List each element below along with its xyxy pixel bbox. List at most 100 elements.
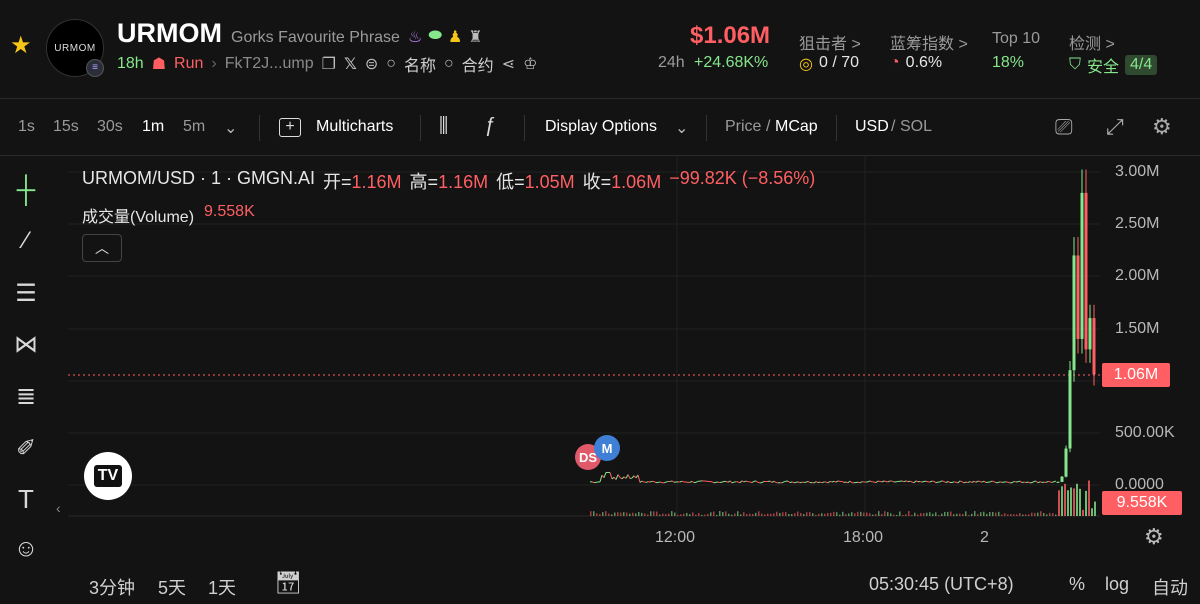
share-icon[interactable]: ⋖ [501,56,516,73]
volume-bar [1004,513,1006,516]
emoji-icon[interactable]: ☺ [13,535,39,562]
volume-bar [866,512,868,516]
snipers-label[interactable]: 狙击者 > [799,36,861,53]
volume-bar [746,514,748,516]
volume-bar [920,513,922,516]
settings-icon[interactable]: ⚙ [1152,114,1172,139]
brush-icon[interactable]: ✐ [15,434,37,462]
fib-lines-icon[interactable]: ☰ [15,279,37,307]
volume-bar [605,511,607,516]
clock-time[interactable]: 05:30:45 (UTC+8) [869,574,1014,594]
price-candle [941,480,945,483]
volume-bar [755,512,757,516]
axis-settings-icon[interactable]: ⚙ [1144,524,1164,549]
high-value: 1.16M [438,172,489,192]
price-candle [1017,480,1021,483]
volume-bar [599,514,601,516]
price-candle [977,480,981,483]
copy-icon[interactable]: ❐ [321,56,336,73]
interval-5m[interactable]: 5m [183,118,206,135]
m-marker[interactable]: M [594,435,620,461]
volume-bar [1025,514,1027,516]
percent-toggle[interactable]: % [1069,574,1086,594]
chips-label[interactable]: 蓝筹指数 > [890,36,968,53]
range-1d[interactable]: 1天 [208,578,237,598]
display-options-chevron-icon[interactable]: ⌄ [675,120,689,137]
projection-icon[interactable]: ≣ [15,382,37,410]
log-toggle[interactable]: log [1105,574,1130,594]
x-twitter-icon[interactable]: 𝕏 [343,56,357,73]
price-candle [681,480,685,483]
volume-bar [1079,488,1081,516]
interval-1s[interactable]: 1s [18,118,35,135]
volume-bar [683,513,685,516]
price-candle [641,480,645,483]
fullscreen-icon[interactable]: ⤢ [1106,114,1124,139]
display-options-button[interactable]: Display Options [545,118,658,135]
range-3min[interactable]: 3分钟 [89,578,136,598]
price-candle [741,480,745,483]
price-candle [827,480,831,484]
mcap-toggle[interactable]: MCap [775,118,818,135]
price-candle [1039,481,1043,483]
price-candle [807,480,811,484]
interval-30s[interactable]: 30s [97,118,123,135]
price-chart[interactable] [0,155,1100,518]
volume-bar [752,513,754,516]
camera-icon[interactable]: ⎚ [1055,114,1073,139]
collapse-legend-button[interactable]: ︿ [82,234,122,262]
price-candle [901,480,905,483]
token-address[interactable]: FkT2J...ump [224,55,314,72]
last-price-tag: 1.06M [1102,363,1170,387]
website-icon[interactable]: ⊜ [364,56,379,73]
multicharts-button[interactable]: Multicharts [316,118,394,135]
favorite-star-icon[interactable]: ★ [10,32,32,59]
volume-bar [731,514,733,516]
price-candle [881,480,885,483]
interval-15s[interactable]: 15s [53,118,79,135]
detect-label[interactable]: 检测 > [1069,36,1115,53]
low-value: 1.05M [524,172,575,192]
auto-toggle[interactable]: 自动 [1152,578,1188,598]
candlestick-icon[interactable]: ⫼ [439,115,449,137]
crosshair-icon[interactable]: ┼ [16,173,36,204]
volume-bar [875,514,877,516]
crown-icon[interactable]: ♔ [523,56,538,73]
volume-bar [845,514,847,516]
volume-bar [863,512,865,516]
sol-toggle[interactable]: SOL [900,118,933,135]
price-candle [951,481,955,483]
price-candle [799,481,803,484]
change-value: +24.68K% [694,54,769,71]
price-candle [1037,481,1041,484]
price-toggle[interactable]: Price [725,118,762,135]
price-candle-body [1080,192,1084,339]
price-candle [869,480,873,483]
range-5d[interactable]: 5天 [158,578,187,598]
indicators-icon[interactable]: ƒ [484,114,496,136]
volume-bar [779,512,781,516]
price-candle-body [1092,318,1096,375]
price-candle [847,480,851,484]
search-contract-label[interactable]: 合约 [461,58,494,75]
usd-toggle[interactable]: USD [855,118,889,135]
collapse-tools-icon[interactable]: ‹ [56,500,61,516]
search-name-label[interactable]: 名称 [403,58,436,75]
pattern-icon[interactable]: ⋈ [14,330,38,358]
price-candle [903,480,907,483]
volume-bar [1046,514,1048,516]
volume-bar [635,513,637,516]
calendar-icon[interactable]: 📅︎ [274,570,302,595]
interval-dropdown-icon[interactable]: ⌄ [224,120,238,137]
ds-marker[interactable]: DS [575,444,601,470]
search-contract-icon[interactable]: ○ [443,55,454,72]
top10-label[interactable]: Top 10 [992,30,1041,47]
trend-line-icon[interactable]: ⁄ [23,227,28,254]
add-chart-icon[interactable]: + [279,118,301,137]
interval-1m[interactable]: 1m [142,118,165,135]
text-tool-icon[interactable]: T [18,483,34,514]
tradingview-logo[interactable]: TV [84,452,132,500]
price-candle [969,481,973,483]
price-candle [761,481,765,484]
search-name-icon[interactable]: ○ [386,55,396,72]
